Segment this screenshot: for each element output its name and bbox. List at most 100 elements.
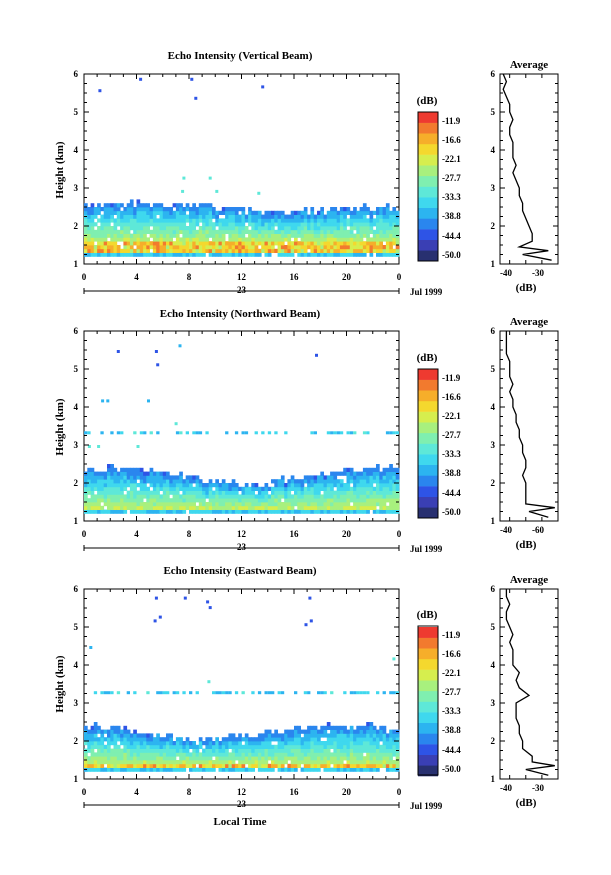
colorbar-tick: -22.1 (442, 411, 461, 421)
heatmap-cell (100, 245, 105, 250)
heatmap-cell (376, 752, 380, 757)
heatmap-cell (100, 431, 104, 435)
heatmap-cell (218, 760, 223, 765)
heatmap-cell (126, 241, 131, 246)
heatmap-cell (238, 502, 242, 507)
heatmap-cell (366, 233, 370, 238)
heatmap-cell (159, 237, 164, 242)
heatmap-cell (218, 494, 223, 499)
heatmap-cell (100, 214, 105, 219)
heatmap-cell (313, 218, 318, 223)
heatmap-cell (307, 252, 311, 257)
heatmap-cell (366, 226, 370, 231)
heatmap-cell (116, 498, 121, 503)
heatmap-cell (234, 229, 239, 234)
heatmap-cell (320, 241, 324, 246)
heatmap-cell (192, 207, 196, 212)
heatmap-cell (221, 207, 226, 212)
heatmap-cell (257, 222, 262, 227)
heatmap-cell (166, 756, 170, 761)
heatmap-cell (123, 475, 128, 480)
avg-x-tick-label: -40 (500, 268, 512, 278)
heatmap-cell (84, 505, 88, 510)
colorbar-swatch (418, 637, 438, 649)
heatmap-cell (323, 218, 328, 223)
heatmap-cell (182, 252, 187, 257)
heatmap-cell (126, 207, 131, 212)
heatmap-cell (248, 245, 252, 250)
heatmap-cell (146, 737, 150, 742)
heatmap-cell (261, 229, 265, 234)
heatmap-cell (162, 483, 167, 488)
heatmap-cell (120, 760, 124, 765)
heatmap-cell (353, 471, 357, 476)
heatmap-cell (280, 486, 285, 491)
heatmap-cell (379, 222, 383, 227)
heatmap-cell (359, 483, 364, 488)
colorbar-swatch (418, 197, 438, 208)
heatmap-cell (392, 691, 396, 695)
heatmap-cell (356, 763, 360, 768)
heatmap-cell (382, 207, 387, 212)
heatmap-cell (349, 237, 354, 242)
heatmap-cell (162, 479, 167, 484)
heatmap-cell (326, 763, 331, 768)
heatmap-cell (353, 741, 357, 746)
heatmap-cell (376, 226, 380, 231)
heatmap-cell (107, 494, 111, 499)
heatmap-cell (110, 467, 114, 472)
heatmap-cell (192, 214, 196, 219)
heatmap-cell (310, 498, 315, 503)
heatmap-cell (221, 252, 226, 257)
heatmap-cell (152, 760, 157, 765)
heatmap-cell (100, 729, 105, 734)
heatmap-cell (372, 725, 377, 730)
y-axis-label: Height (km) (54, 398, 66, 455)
heatmap-cell (120, 203, 124, 208)
heatmap-cell (113, 222, 118, 227)
heatmap-cell (228, 226, 233, 231)
heatmap-cell (379, 748, 383, 753)
heatmap-cell (129, 744, 134, 749)
heatmap-cell (307, 725, 311, 730)
heatmap-cell (215, 218, 219, 223)
heatmap-cell (185, 233, 190, 238)
heatmap-cell (261, 752, 265, 757)
heatmap-cell (353, 237, 357, 242)
heatmap-cell (333, 490, 338, 495)
heatmap-cell (359, 744, 364, 749)
heatmap-cell (366, 479, 370, 484)
heatmap-cell (225, 214, 229, 219)
heatmap-cell (359, 767, 364, 772)
heatmap-cell (366, 494, 370, 499)
heatmap-cell (90, 756, 95, 761)
heatmap-cell (93, 760, 98, 765)
heatmap-cell (264, 222, 269, 227)
heatmap-cell (139, 218, 144, 223)
colorbar-swatch (418, 765, 438, 777)
heatmap-cell (300, 222, 305, 227)
heatmap-cell (149, 509, 154, 514)
heatmap-cell (136, 226, 141, 231)
heatmap-cell (152, 229, 157, 234)
heatmap-cell (369, 252, 374, 257)
heatmap-cell (143, 245, 147, 250)
heatmap-cell (143, 483, 147, 488)
heatmap-cell (84, 226, 88, 231)
heatmap-cell (231, 744, 236, 749)
heatmap-cell (300, 218, 305, 223)
heatmap-cell (297, 763, 301, 768)
x-tick-label: 16 (290, 787, 300, 797)
heatmap-cell (195, 505, 200, 510)
heatmap-cell (126, 222, 131, 227)
heatmap-cell (362, 725, 367, 730)
heatmap-cell (172, 222, 177, 227)
heatmap-cell (395, 752, 400, 757)
heatmap-cell (93, 763, 98, 768)
heatmap-cell (113, 210, 118, 215)
heatmap-cell (294, 502, 298, 507)
heatmap-cell (333, 207, 338, 212)
heatmap-cell (267, 214, 272, 219)
heatmap-cell (146, 486, 150, 491)
heatmap-cell (244, 744, 249, 749)
